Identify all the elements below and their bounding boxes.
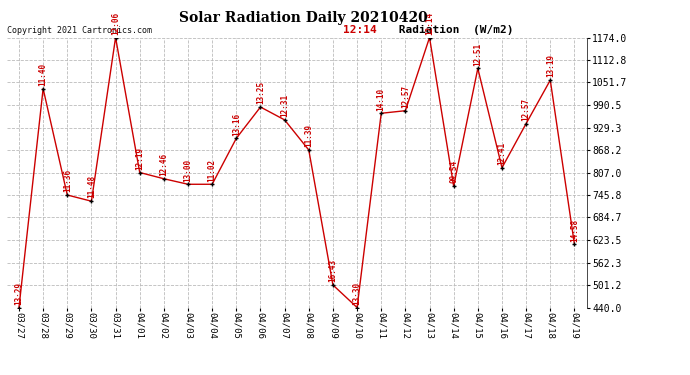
Point xyxy=(37,86,48,92)
Text: 14:10: 14:10 xyxy=(377,87,386,111)
Text: 13:29: 13:29 xyxy=(14,282,23,305)
Text: Solar Radiation Daily 20210420: Solar Radiation Daily 20210420 xyxy=(179,11,428,25)
Text: 11:48: 11:48 xyxy=(87,176,96,198)
Text: 14:58: 14:58 xyxy=(570,218,579,242)
Text: 12:51: 12:51 xyxy=(473,43,482,66)
Point xyxy=(472,65,483,71)
Text: Copyright 2021 Cartronics.com: Copyright 2021 Cartronics.com xyxy=(7,26,152,35)
Point xyxy=(158,176,169,182)
Point xyxy=(497,165,508,171)
Point xyxy=(375,110,386,116)
Point xyxy=(569,241,580,247)
Text: 12:46: 12:46 xyxy=(159,153,168,176)
Text: 12:31: 12:31 xyxy=(280,94,289,117)
Point xyxy=(424,34,435,40)
Point xyxy=(110,34,121,40)
Point xyxy=(400,108,411,114)
Point xyxy=(255,104,266,110)
Text: 11:02: 11:02 xyxy=(208,159,217,182)
Point xyxy=(279,117,290,123)
Text: 12:14: 12:14 xyxy=(425,12,434,35)
Point xyxy=(230,135,241,141)
Text: 12:14: 12:14 xyxy=(343,25,377,35)
Text: 13:30: 13:30 xyxy=(353,282,362,305)
Point xyxy=(303,147,314,153)
Text: 11:36: 11:36 xyxy=(63,169,72,192)
Text: 13:16: 13:16 xyxy=(232,112,241,136)
Point xyxy=(62,192,73,198)
Point xyxy=(545,77,556,83)
Text: 13:00: 13:00 xyxy=(184,159,193,182)
Text: 12:41: 12:41 xyxy=(497,142,506,165)
Text: 12:57: 12:57 xyxy=(522,98,531,121)
Text: 12:19: 12:19 xyxy=(135,147,144,170)
Text: 13:25: 13:25 xyxy=(256,81,265,104)
Point xyxy=(448,183,460,189)
Text: 12:57: 12:57 xyxy=(401,85,410,108)
Point xyxy=(86,198,97,204)
Text: Radiation  (W/m2): Radiation (W/m2) xyxy=(393,25,514,35)
Text: 12:06: 12:06 xyxy=(111,12,120,35)
Text: 11:40: 11:40 xyxy=(39,63,48,86)
Point xyxy=(182,181,193,187)
Point xyxy=(351,304,363,310)
Text: 11:39: 11:39 xyxy=(304,124,313,147)
Point xyxy=(134,170,145,176)
Point xyxy=(328,282,339,288)
Point xyxy=(520,121,531,127)
Point xyxy=(14,304,25,310)
Point xyxy=(207,181,218,187)
Text: 09:54: 09:54 xyxy=(449,160,458,183)
Text: 16:43: 16:43 xyxy=(328,259,337,282)
Text: 13:19: 13:19 xyxy=(546,54,555,78)
